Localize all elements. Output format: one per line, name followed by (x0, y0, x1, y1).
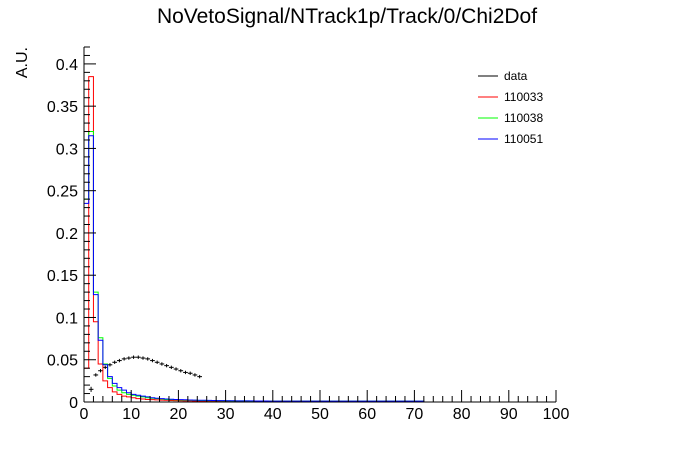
x-tick-label: 70 (406, 406, 424, 423)
y-tick-label: 0.25 (47, 184, 78, 201)
x-tick-label: 90 (500, 406, 518, 423)
legend-label-110033: 110033 (504, 90, 543, 104)
x-tick-label: 30 (217, 406, 235, 423)
y-tick-label: 0.1 (56, 310, 78, 327)
x-tick-label: 10 (122, 406, 140, 423)
x-tick-label: 40 (264, 406, 282, 423)
y-axis-label: A.U. (14, 47, 31, 78)
legend-label-110051: 110051 (504, 132, 543, 146)
legend-label-data: data (504, 69, 528, 83)
y-tick-label: 0.05 (47, 353, 78, 370)
x-tick-label: 0 (80, 406, 89, 423)
x-tick-label: 100 (543, 406, 570, 423)
chart-title: NoVetoSignal/NTrack1p/Track/0/Chi2Dof (157, 5, 537, 28)
x-tick-label: 80 (453, 406, 471, 423)
legend-label-110038: 110038 (504, 111, 543, 125)
y-tick-label: 0.35 (47, 99, 78, 116)
y-tick-label: 0.15 (47, 268, 78, 285)
x-tick-label: 20 (170, 406, 188, 423)
y-tick-label: 0.2 (56, 226, 78, 243)
y-tick-label: 0.4 (56, 57, 78, 74)
x-tick-label: 50 (311, 406, 329, 423)
x-tick-label: 60 (358, 406, 376, 423)
y-tick-label: 0.3 (56, 141, 78, 158)
y-tick-label: 0 (69, 395, 78, 412)
